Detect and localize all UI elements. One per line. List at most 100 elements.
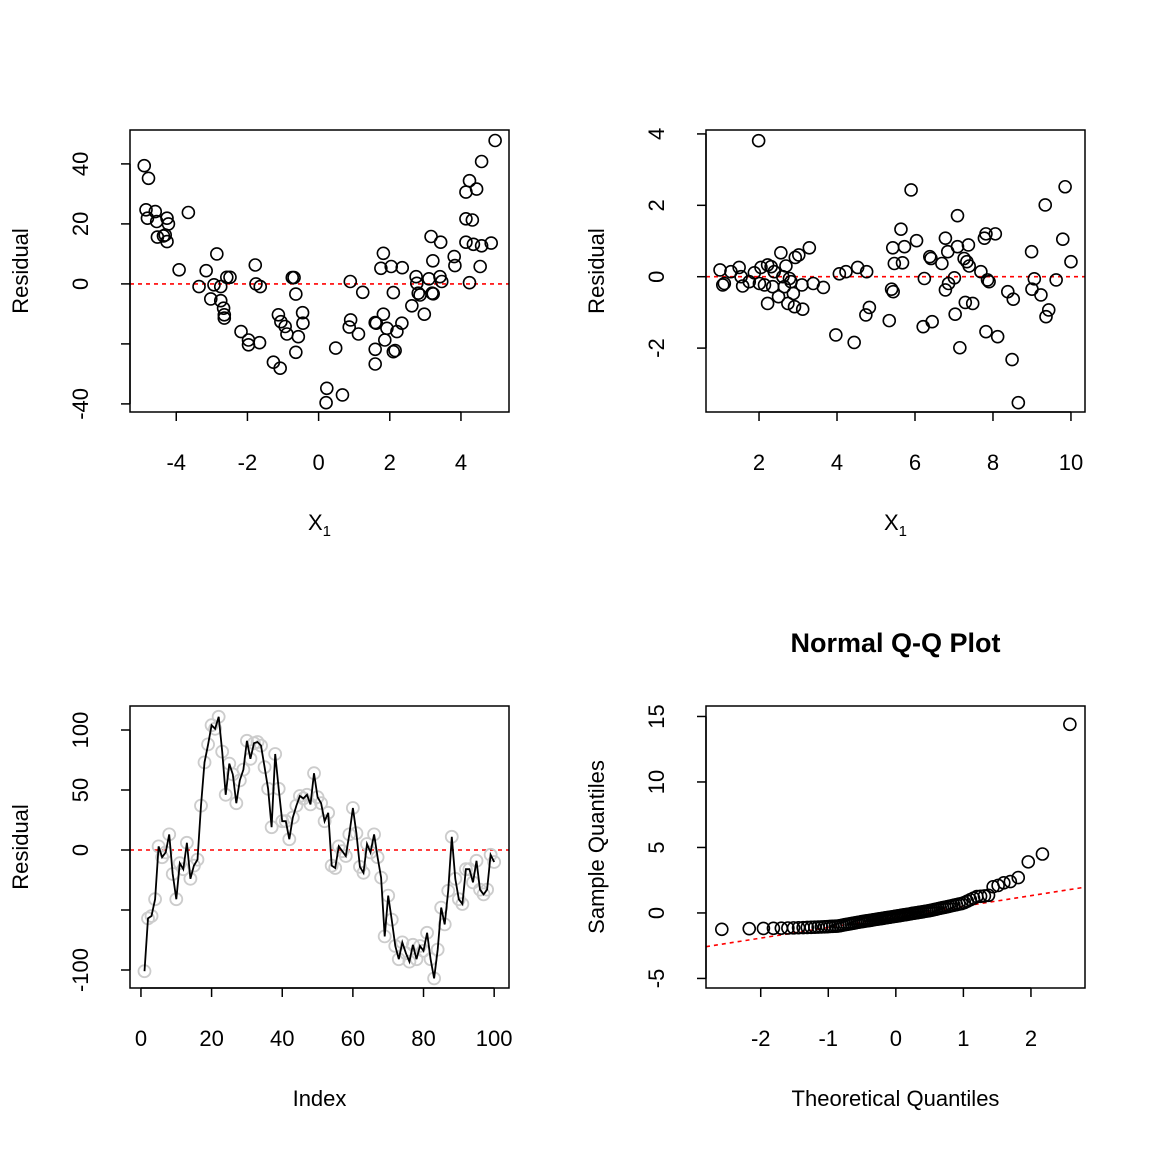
data-point <box>217 311 232 325</box>
data-point <box>792 248 806 262</box>
x-tick-label: -1 <box>818 1026 838 1051</box>
data-point <box>213 279 228 294</box>
data-point <box>742 921 757 936</box>
data-point <box>847 335 861 350</box>
x-tick-label: -2 <box>751 1026 771 1051</box>
data-point <box>271 307 286 322</box>
data-point <box>474 239 489 253</box>
data-point <box>406 937 420 952</box>
y-tick-label: 100 <box>68 712 93 749</box>
data-point <box>386 285 401 300</box>
data-point <box>800 920 815 935</box>
data-point <box>367 827 381 842</box>
data-point <box>426 253 440 268</box>
data-point <box>374 261 388 276</box>
data-point <box>832 267 847 281</box>
data-point <box>148 204 163 219</box>
x-tick-label: 10 <box>1059 450 1083 475</box>
data-point <box>342 320 357 334</box>
y-tick-label: 15 <box>644 704 669 728</box>
data-point <box>950 208 965 223</box>
data-point <box>137 158 152 173</box>
data-point <box>317 814 332 829</box>
data-point <box>274 314 288 329</box>
data-point <box>216 301 231 316</box>
data-point <box>735 279 750 293</box>
data-point <box>717 276 732 291</box>
x-tick-label: 80 <box>411 1026 435 1051</box>
data-point <box>979 227 993 241</box>
y-tick-label: 2 <box>644 199 669 211</box>
data-point <box>958 295 973 310</box>
data-point <box>904 183 918 197</box>
data-point <box>715 922 729 937</box>
data-point <box>287 270 301 285</box>
x-tick-label: -4 <box>166 450 186 475</box>
data-point <box>376 246 391 261</box>
data-point <box>474 154 489 169</box>
data-point <box>982 274 996 289</box>
data-point <box>917 271 932 286</box>
y-tick-label: -5 <box>644 969 669 989</box>
y-tick-label: 50 <box>68 778 93 802</box>
data-point <box>289 345 303 360</box>
data-point <box>368 342 382 357</box>
x-tick-label: 1 <box>957 1026 969 1051</box>
data-point <box>253 279 268 294</box>
data-point <box>250 735 265 749</box>
data-point <box>459 212 473 226</box>
data-point <box>895 255 910 270</box>
data-point <box>925 314 939 329</box>
data-point <box>192 279 206 294</box>
data-point <box>766 921 781 936</box>
y-tick-label: 40 <box>68 152 93 176</box>
data-point <box>314 796 328 811</box>
data-point <box>1055 232 1070 247</box>
data-point <box>1034 288 1048 302</box>
data-point <box>219 270 234 285</box>
data-point <box>328 341 343 355</box>
data-point <box>887 256 902 271</box>
data-point <box>487 855 502 869</box>
data-point <box>980 273 995 287</box>
data-point <box>488 133 502 148</box>
data-point <box>1005 352 1019 367</box>
data-point <box>459 235 473 249</box>
x-tick-label: 60 <box>341 1026 365 1051</box>
data-point <box>1011 395 1026 410</box>
data-point <box>234 324 248 339</box>
data-point <box>378 333 392 347</box>
data-point <box>370 850 385 865</box>
data-point <box>140 211 155 225</box>
data-point <box>462 275 477 290</box>
data-point <box>1038 198 1053 212</box>
data-point <box>469 182 484 196</box>
data-point <box>411 286 426 301</box>
x-tick-label: 2 <box>384 450 396 475</box>
x-axis-title-subscript: 1 <box>323 523 331 540</box>
data-point <box>938 283 953 297</box>
y-tick-label: 4 <box>644 128 669 140</box>
data-point <box>894 222 908 237</box>
data-point <box>201 737 215 752</box>
data-point <box>757 278 772 292</box>
data-point <box>953 340 967 355</box>
data-point <box>282 832 297 847</box>
data-point <box>376 307 391 322</box>
data-point <box>405 298 419 313</box>
y-axis-title: Sample Quantiles <box>584 760 609 934</box>
data-point <box>897 239 912 254</box>
panel-normal-qq-plot: -2 -1 0 1 2 -5 0 5 10 15 Theoretical Quantiles Samp… <box>584 628 1086 1111</box>
data-point <box>466 237 481 252</box>
y-axis-title: Residual <box>8 804 33 890</box>
x-tick-label: 0 <box>890 1026 902 1051</box>
data-point <box>343 274 358 289</box>
x-tick-label: 0 <box>135 1026 147 1051</box>
data-point <box>434 274 449 289</box>
data-point <box>909 233 924 248</box>
x-tick-label: 100 <box>476 1026 513 1051</box>
data-point <box>213 293 228 308</box>
data-point <box>388 343 402 358</box>
data-point <box>804 920 818 935</box>
data-point <box>289 287 303 301</box>
